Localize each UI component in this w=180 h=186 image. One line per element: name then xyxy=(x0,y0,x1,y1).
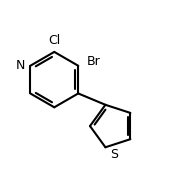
Text: S: S xyxy=(110,148,118,161)
Text: Br: Br xyxy=(87,55,100,68)
Text: Cl: Cl xyxy=(48,34,60,47)
Text: N: N xyxy=(16,59,25,72)
